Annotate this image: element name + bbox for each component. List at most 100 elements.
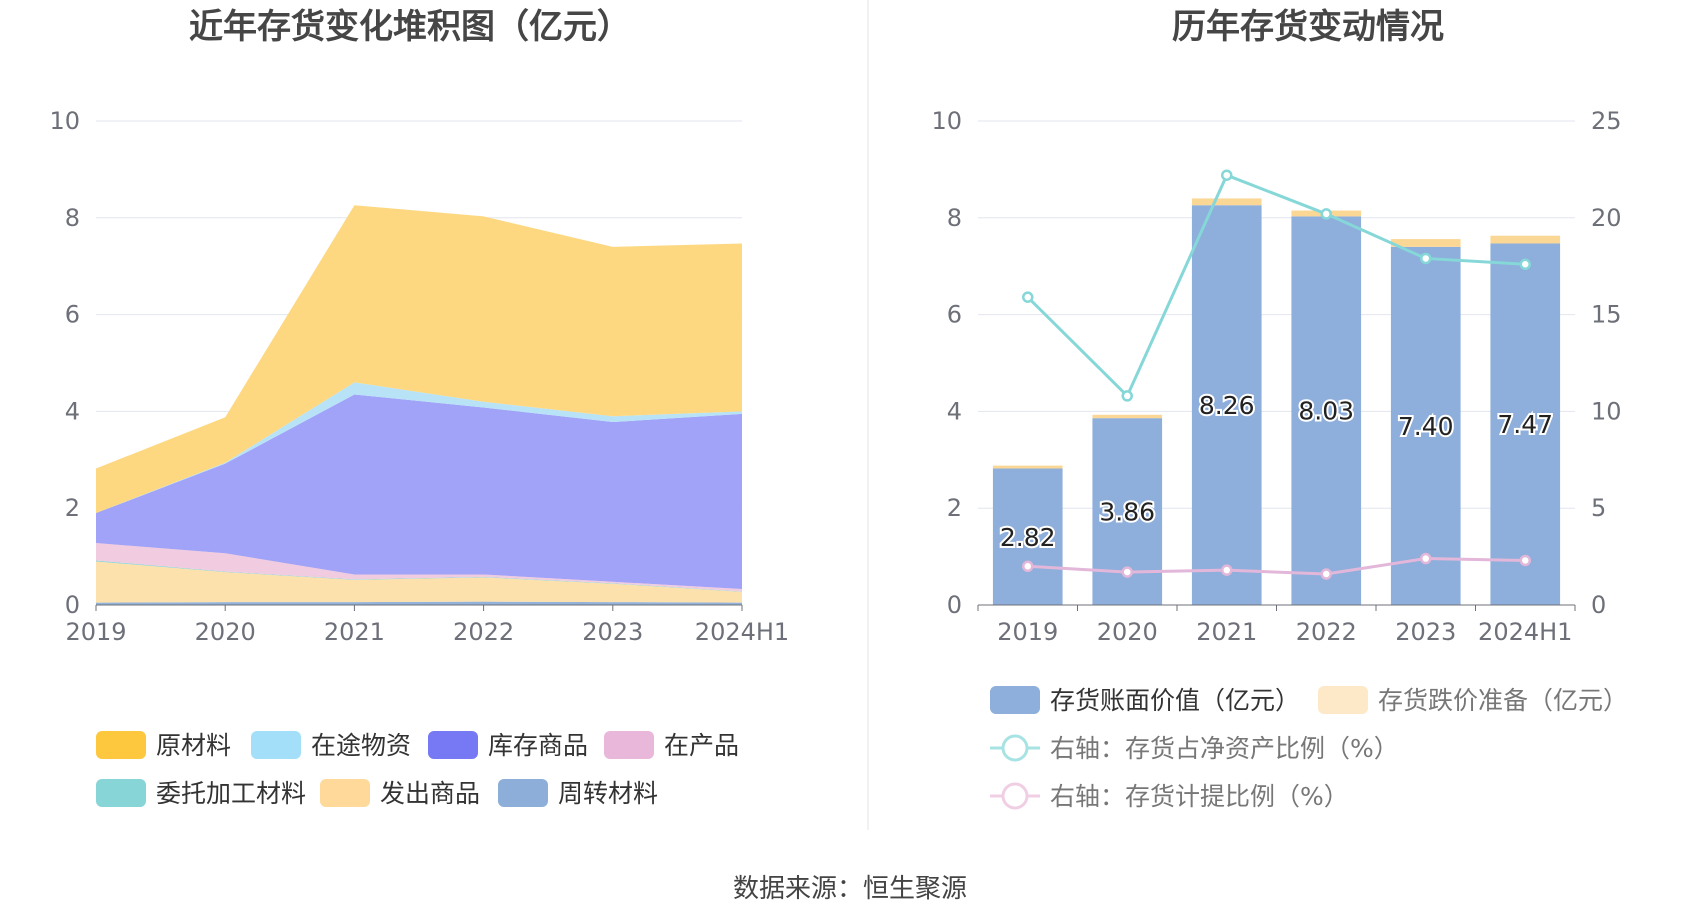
line-point[interactable] xyxy=(1519,554,1531,567)
legend-item-3[interactable]: 右轴：存货计提比例（%） xyxy=(990,782,1349,811)
legend-item-在产品[interactable]: 在产品 xyxy=(604,731,739,760)
legend-item-委托加工材料[interactable]: 委托加工材料 xyxy=(96,779,306,808)
right-x-tick-label: 2022 xyxy=(1296,618,1357,646)
left-chart-axes: 0 2 4 6 8 10 2019 2020 2021 2022 2023 2024H1 xyxy=(49,107,789,646)
bar-book-value[interactable] xyxy=(1291,216,1362,605)
line-point[interactable] xyxy=(1121,566,1133,578)
legend-swatch xyxy=(320,779,370,807)
right-y2-tick-label: 20 xyxy=(1591,204,1622,232)
legend-item-0[interactable]: 存货账面价值（亿元） xyxy=(990,686,1300,715)
bar-value-label: 7.40 xyxy=(1398,412,1454,441)
legend-label: 存货跌价准备（亿元） xyxy=(1378,686,1628,715)
left-y-tick-label: 10 xyxy=(49,107,80,135)
right-y2-tick-label: 0 xyxy=(1591,591,1606,619)
bar-book-value[interactable] xyxy=(1191,205,1262,605)
right-x-tick-label: 2024H1 xyxy=(1478,618,1572,646)
line-point[interactable] xyxy=(1022,560,1034,573)
right-y2-tick-label: 10 xyxy=(1591,397,1622,425)
right-chart-axes: 0 2 4 6 8 10 0 5 10 15 20 25 2019 2020 2021 2022 2023 202… xyxy=(931,107,1621,646)
legend-label: 右轴：存货占净资产比例（%） xyxy=(1050,734,1399,763)
area-在途物资[interactable] xyxy=(96,382,742,514)
line-point[interactable] xyxy=(1420,252,1432,265)
right-y-tick-label: 8 xyxy=(947,204,962,232)
legend-item-1[interactable]: 存货跌价准备（亿元） xyxy=(1318,686,1628,715)
area-原材料[interactable] xyxy=(96,205,742,514)
legend-label: 右轴：存货计提比例（%） xyxy=(1050,782,1349,811)
bar-value-label: 8.26 xyxy=(1199,391,1255,420)
legend-marker xyxy=(1001,734,1029,762)
left-chart-title: 近年存货变化堆积图（亿元） xyxy=(189,7,631,47)
bar-impairment-provision[interactable] xyxy=(1390,239,1461,247)
line-series-0[interactable] xyxy=(1026,173,1526,399)
bar-value-label: 8.03 xyxy=(1298,397,1354,426)
line-point[interactable] xyxy=(1420,552,1432,565)
legend-item-周转材料[interactable]: 周转材料 xyxy=(498,779,658,808)
right-y-tick-label: 2 xyxy=(947,494,962,522)
left-x-tick-label: 2019 xyxy=(65,618,126,646)
line-point[interactable] xyxy=(1519,258,1531,271)
legend-item-原材料[interactable]: 原材料 xyxy=(96,731,231,760)
right-chart-title: 历年存货变动情况 xyxy=(1172,7,1444,47)
left-x-tick-label: 2020 xyxy=(195,618,256,646)
right-chart-lines xyxy=(1022,169,1531,580)
left-chart-areas xyxy=(96,205,742,605)
line-point[interactable] xyxy=(1121,390,1133,402)
line-point[interactable] xyxy=(1221,169,1233,181)
line-point[interactable] xyxy=(1221,564,1233,576)
legend-swatch xyxy=(498,779,548,807)
right-y-tick-label: 4 xyxy=(947,397,962,425)
bar-book-value[interactable] xyxy=(992,468,1063,605)
line-point[interactable] xyxy=(1320,208,1332,220)
legend-swatch xyxy=(428,731,478,759)
right-x-tick-label: 2023 xyxy=(1395,618,1456,646)
legend-swatch xyxy=(251,731,301,759)
legend-item-库存商品[interactable]: 库存商品 xyxy=(428,731,588,760)
right-y-tick-label: 0 xyxy=(947,591,962,619)
right-y2-tick-label: 25 xyxy=(1591,107,1622,135)
legend-label: 发出商品 xyxy=(380,779,480,808)
data-source: 数据来源：恒生聚源 xyxy=(732,874,967,904)
legend-label: 在产品 xyxy=(664,731,739,760)
legend-label: 存货账面价值（亿元） xyxy=(1050,686,1300,715)
bar-impairment-provision[interactable] xyxy=(992,465,1063,469)
legend-label: 委托加工材料 xyxy=(156,779,306,808)
right-chart-legend[interactable]: 存货账面价值（亿元） 存货跌价准备（亿元） 右轴：存货占净资产比例（%） 右轴：存货计… xyxy=(990,686,1628,811)
bar-impairment-provision[interactable] xyxy=(1092,414,1163,419)
legend-swatch xyxy=(1318,686,1368,714)
area-发出商品[interactable] xyxy=(96,561,742,603)
left-y-tick-label: 6 xyxy=(65,301,80,329)
bar-book-value[interactable] xyxy=(1490,243,1561,605)
line-point[interactable] xyxy=(1320,568,1332,580)
bar-impairment-provision[interactable] xyxy=(1490,235,1561,244)
right-x-tick-label: 2019 xyxy=(997,618,1058,646)
legend-label: 库存商品 xyxy=(488,731,588,760)
left-y-tick-label: 2 xyxy=(65,494,80,522)
left-x-tick-label: 2021 xyxy=(324,618,385,646)
bar-value-label: 2.82 xyxy=(1000,523,1056,552)
left-y-tick-label: 0 xyxy=(65,591,80,619)
legend-item-发出商品[interactable]: 发出商品 xyxy=(320,779,480,808)
legend-item-在途物资[interactable]: 在途物资 xyxy=(251,731,411,760)
left-y-tick-label: 8 xyxy=(65,204,80,232)
legend-label: 在途物资 xyxy=(311,731,411,760)
right-x-tick-label: 2021 xyxy=(1196,618,1257,646)
area-周转材料[interactable] xyxy=(96,601,742,605)
left-x-tick-label: 2023 xyxy=(582,618,643,646)
bar-book-value[interactable] xyxy=(1390,246,1461,605)
line-point[interactable] xyxy=(1022,291,1034,303)
right-chart-bars xyxy=(992,198,1561,605)
right-y2-tick-label: 5 xyxy=(1591,494,1606,522)
right-y-tick-label: 6 xyxy=(947,301,962,329)
right-chart-bar-labels: 2.82 3.86 8.26 8.03 7.40 7.47 xyxy=(998,389,1555,554)
legend-label: 原材料 xyxy=(156,731,231,760)
legend-swatch xyxy=(96,731,146,759)
legend-item-2[interactable]: 右轴：存货占净资产比例（%） xyxy=(990,734,1399,763)
left-y-tick-label: 4 xyxy=(65,397,80,425)
bar-impairment-provision[interactable] xyxy=(1191,198,1262,206)
area-在产品[interactable] xyxy=(96,543,742,592)
bar-value-label: 7.47 xyxy=(1497,410,1553,439)
line-series-1[interactable] xyxy=(1027,557,1526,576)
area-库存商品[interactable] xyxy=(96,394,742,590)
